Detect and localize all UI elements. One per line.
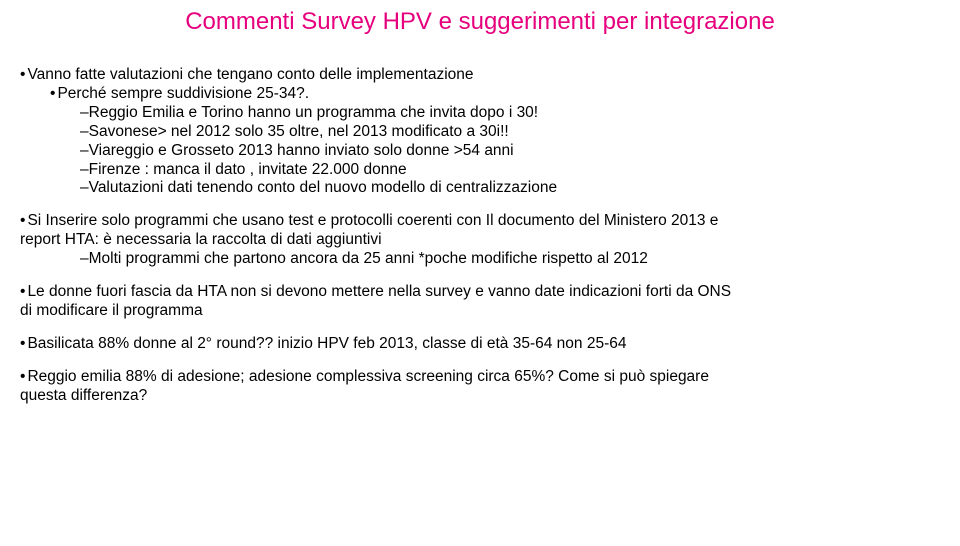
block-3: Le donne fuori fascia da HTA non si devo… xyxy=(20,283,940,321)
block-1: Vanno fatte valutazioni che tengano cont… xyxy=(20,66,940,198)
slide-page: Commenti Survey HPV e suggerimenti per i… xyxy=(0,0,960,406)
line-inserire-a: Si Inserire solo programmi che usano tes… xyxy=(27,212,718,229)
line-perche: Perché sempre suddivisione 25-34?. xyxy=(50,85,940,104)
line-reggio-emilia: Reggio emilia 88% di adesione; adesione … xyxy=(20,368,940,387)
line-reggio-emilia-b: questa differenza? xyxy=(20,387,940,406)
line-viareggio: Viareggio e Grosseto 2013 hanno inviato … xyxy=(80,142,940,161)
line-donne-fuori: Le donne fuori fascia da HTA non si devo… xyxy=(20,283,940,302)
line-firenze: Firenze : manca il dato , invitate 22.00… xyxy=(80,161,940,180)
line-savonese: Savonese> nel 2012 solo 35 oltre, nel 20… xyxy=(80,123,940,142)
line-donne-fuori-b: di modificare il programma xyxy=(20,302,940,321)
line-reggio-emilia-a: Reggio emilia 88% di adesione; adesione … xyxy=(27,368,709,385)
line-inserire-b: report HTA: è necessaria la raccolta di … xyxy=(20,231,940,250)
line-reggio: Reggio Emilia e Torino hanno un programm… xyxy=(80,104,940,123)
line-donne-fuori-a: Le donne fuori fascia da HTA non si devo… xyxy=(27,283,731,300)
line-molti: Molti programmi che partono ancora da 25… xyxy=(80,250,940,269)
block-2: Si Inserire solo programmi che usano tes… xyxy=(20,212,940,269)
slide-title: Commenti Survey HPV e suggerimenti per i… xyxy=(20,8,940,36)
line-inserire: Si Inserire solo programmi che usano tes… xyxy=(20,212,940,231)
block-5: Reggio emilia 88% di adesione; adesione … xyxy=(20,368,940,406)
line-valutazioni-dati: Valutazioni dati tenendo conto del nuovo… xyxy=(80,179,940,198)
line-valutazioni: Vanno fatte valutazioni che tengano cont… xyxy=(20,66,940,85)
line-basilicata: Basilicata 88% donne al 2° round?? inizi… xyxy=(20,335,940,354)
block-4: Basilicata 88% donne al 2° round?? inizi… xyxy=(20,335,940,354)
